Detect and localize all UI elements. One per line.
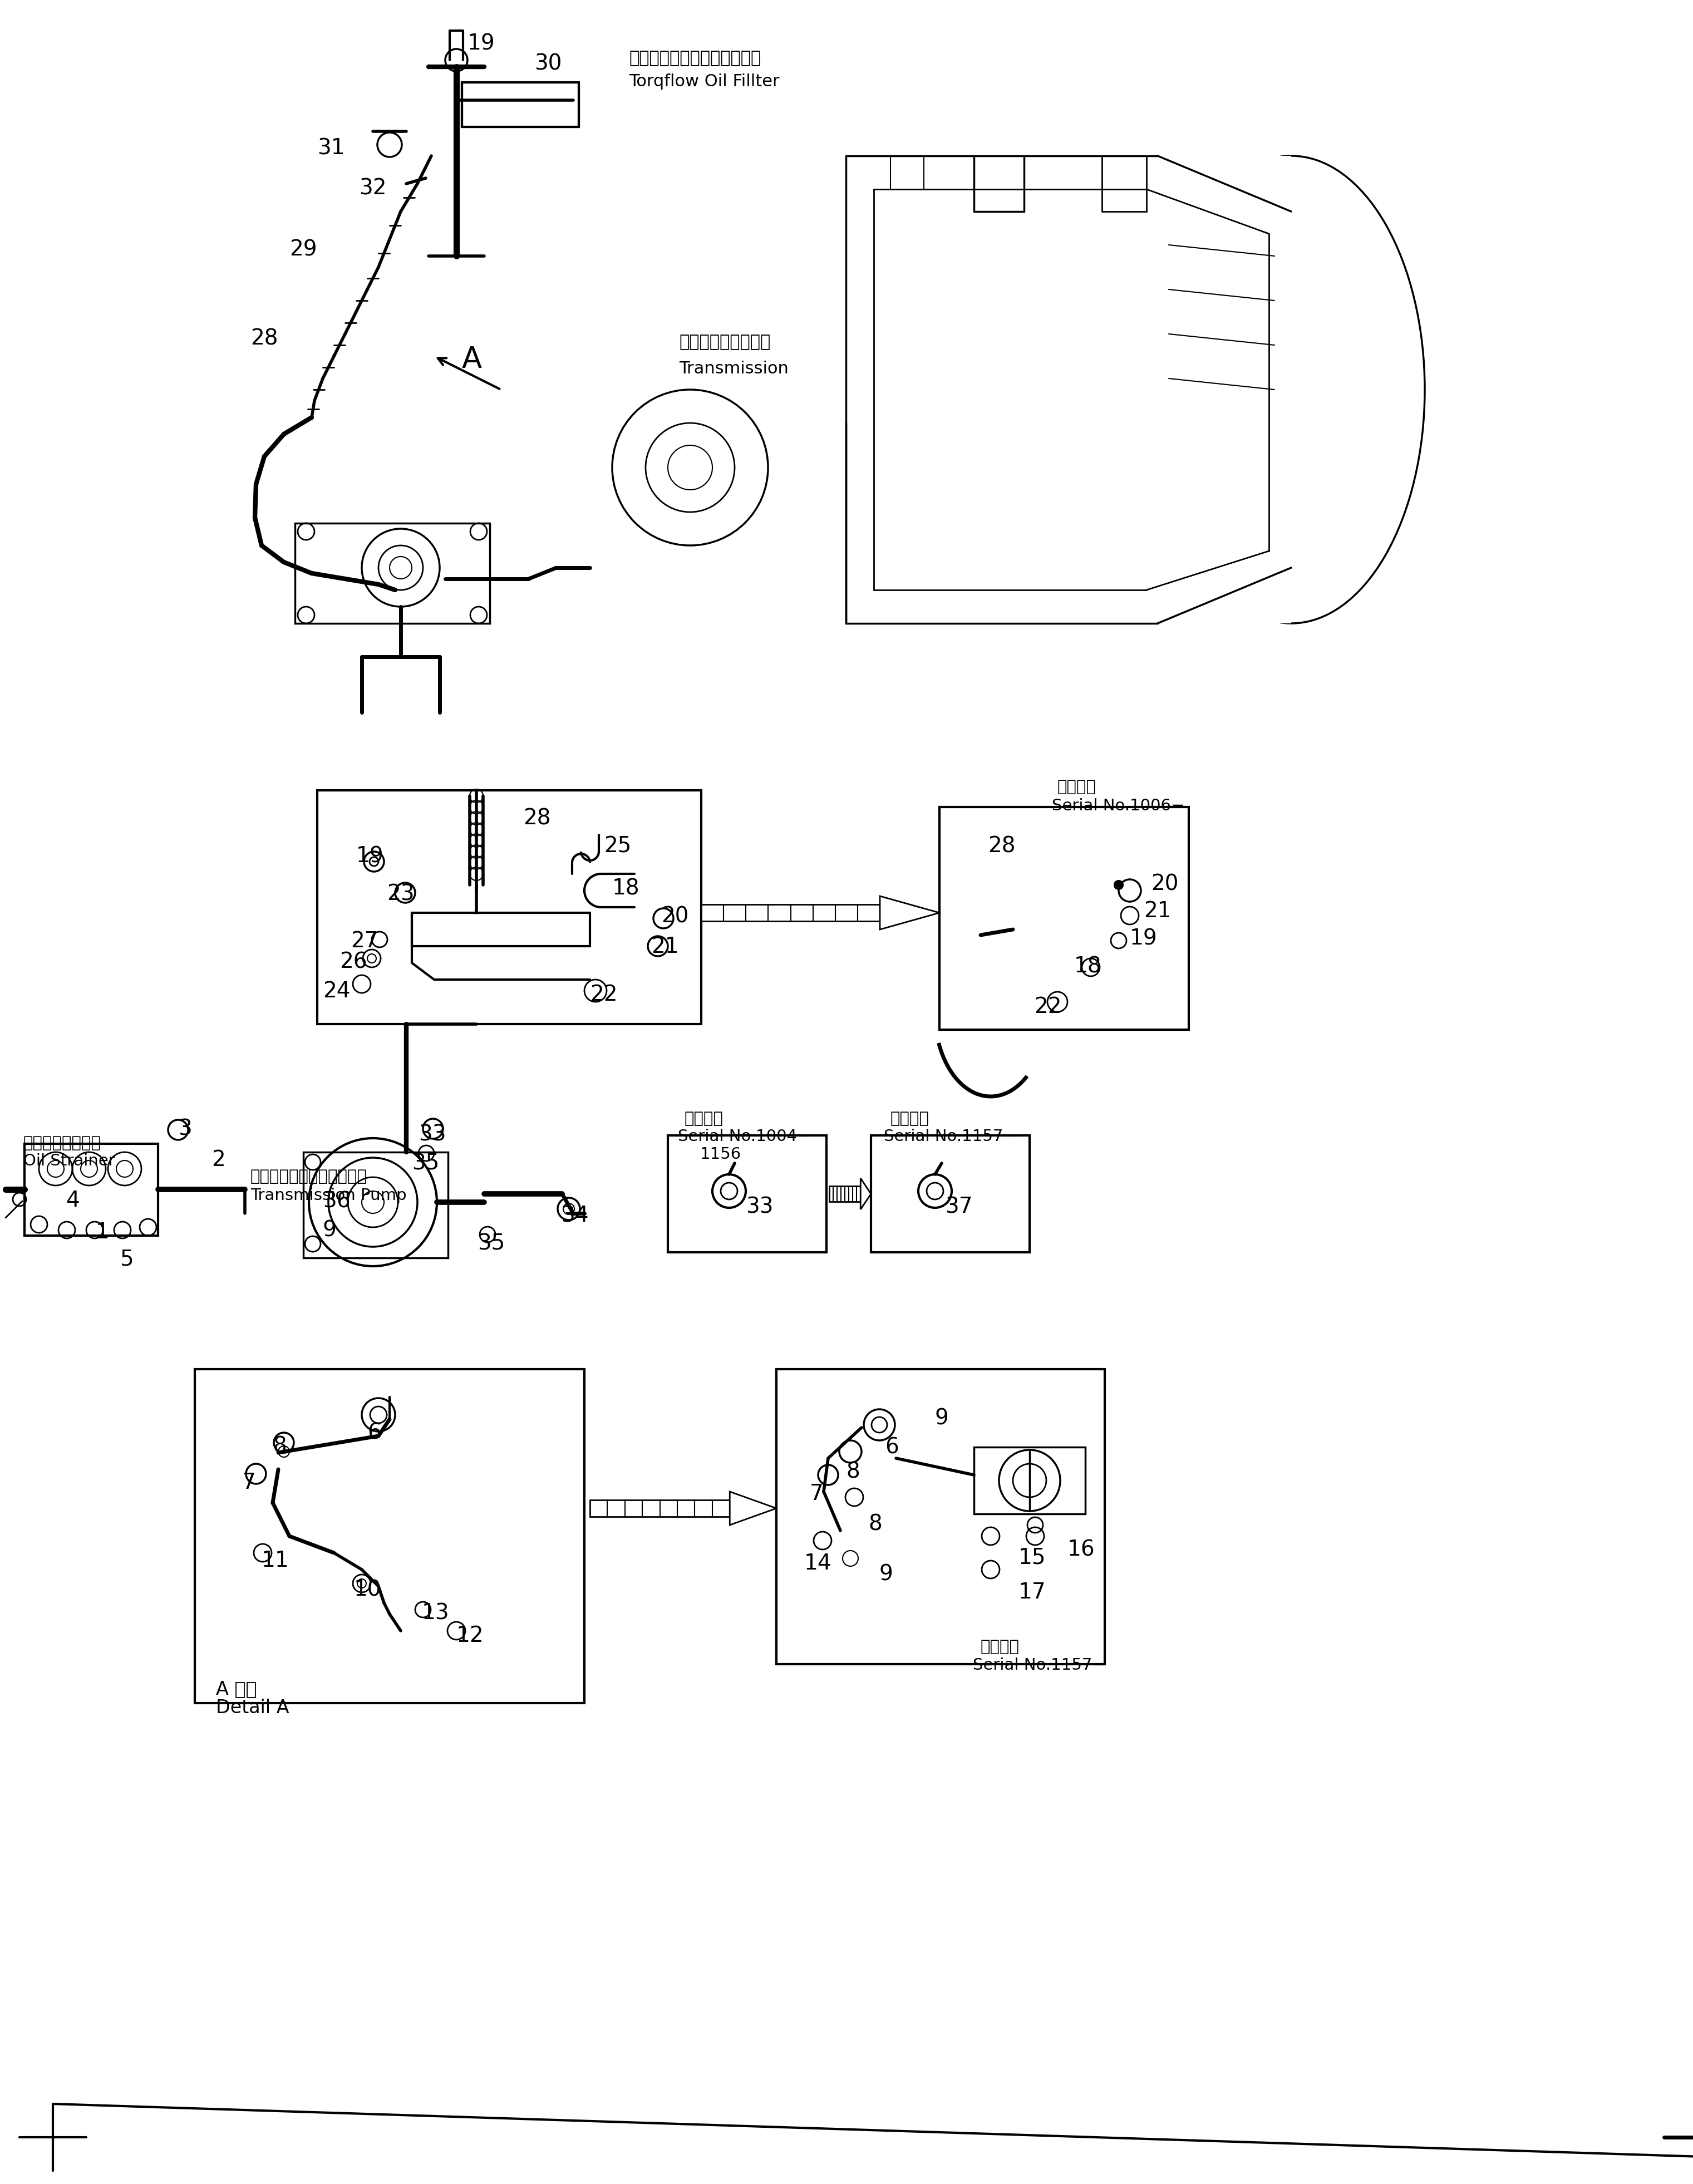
Text: Oil Strainer: Oil Strainer xyxy=(24,1153,115,1168)
Text: 8: 8 xyxy=(846,1461,860,1483)
Text: 21: 21 xyxy=(652,937,679,957)
Text: 28: 28 xyxy=(251,328,278,349)
Text: 1156: 1156 xyxy=(701,1147,742,1162)
Bar xyxy=(940,808,1188,1029)
Text: 20: 20 xyxy=(662,906,689,928)
Text: 26: 26 xyxy=(340,952,367,972)
Text: 32: 32 xyxy=(359,179,386,199)
Text: 適用号機: 適用号機 xyxy=(980,1640,1019,1655)
Bar xyxy=(667,1136,826,1251)
Text: Transmission Pump: Transmission Pump xyxy=(251,1188,406,1203)
Text: 18: 18 xyxy=(613,878,640,900)
Bar xyxy=(295,524,489,622)
Bar xyxy=(462,83,579,127)
Text: 28: 28 xyxy=(987,836,1016,856)
Text: 34: 34 xyxy=(560,1206,589,1225)
Text: 29: 29 xyxy=(290,240,317,260)
Text: 11: 11 xyxy=(262,1551,290,1570)
Text: A 詳細: A 詳細 xyxy=(217,1679,257,1699)
Polygon shape xyxy=(860,1179,870,1210)
Text: 8: 8 xyxy=(273,1435,286,1457)
Text: 33: 33 xyxy=(418,1125,445,1144)
Bar xyxy=(317,791,701,1024)
Bar xyxy=(973,1448,1085,1514)
Text: 24: 24 xyxy=(323,981,350,1002)
Polygon shape xyxy=(589,1500,730,1516)
Text: 6: 6 xyxy=(885,1437,899,1459)
Text: 14: 14 xyxy=(804,1553,831,1575)
Text: 19: 19 xyxy=(356,845,384,867)
Text: 25: 25 xyxy=(604,836,631,856)
Text: 27: 27 xyxy=(350,930,378,952)
Text: 1: 1 xyxy=(97,1221,110,1243)
Text: 適用号機: 適用号機 xyxy=(684,1112,723,1127)
Text: 19: 19 xyxy=(1129,928,1158,950)
Text: Torqflow Oil Fillter: Torqflow Oil Fillter xyxy=(628,74,779,90)
Text: A: A xyxy=(462,345,483,373)
Text: Serial No.1004−: Serial No.1004− xyxy=(677,1129,811,1144)
Text: 28: 28 xyxy=(523,808,550,830)
Text: 17: 17 xyxy=(1019,1581,1046,1603)
Text: 適用号機: 適用号機 xyxy=(1058,780,1097,795)
Text: 4: 4 xyxy=(66,1190,80,1212)
Bar xyxy=(24,1144,157,1236)
Text: 19: 19 xyxy=(467,33,494,55)
Text: 12: 12 xyxy=(457,1625,484,1647)
Text: 35: 35 xyxy=(477,1232,505,1254)
Polygon shape xyxy=(730,1492,777,1524)
Text: 8: 8 xyxy=(869,1514,882,1535)
Text: 5: 5 xyxy=(120,1249,134,1271)
Text: 36: 36 xyxy=(323,1190,350,1212)
Text: 9: 9 xyxy=(935,1409,948,1428)
Text: トルクフローオイルフィルタ: トルクフローオイルフィルタ xyxy=(628,50,760,66)
Polygon shape xyxy=(830,1186,860,1201)
Text: 21: 21 xyxy=(1144,900,1172,922)
Text: 20: 20 xyxy=(1151,874,1178,895)
Text: 7: 7 xyxy=(242,1472,256,1494)
Text: 22: 22 xyxy=(589,985,618,1005)
Text: 33: 33 xyxy=(745,1197,774,1219)
Text: 13: 13 xyxy=(422,1603,449,1625)
Polygon shape xyxy=(880,895,940,930)
Circle shape xyxy=(1114,880,1122,889)
Text: 10: 10 xyxy=(354,1579,381,1601)
Polygon shape xyxy=(701,904,880,922)
Bar xyxy=(195,1369,584,1704)
Text: 適用号機: 適用号機 xyxy=(891,1112,929,1127)
Text: Serial No.1006−: Serial No.1006− xyxy=(1051,797,1185,815)
Text: Transmission: Transmission xyxy=(679,360,789,378)
Text: 35: 35 xyxy=(411,1153,438,1175)
Text: 31: 31 xyxy=(317,138,345,159)
Text: 7: 7 xyxy=(809,1483,823,1505)
Bar xyxy=(411,913,589,946)
Bar xyxy=(846,155,1292,622)
Text: 18: 18 xyxy=(1073,957,1102,978)
Text: Serial No.1157−: Serial No.1157− xyxy=(884,1129,1017,1144)
Bar xyxy=(303,1153,449,1258)
Text: 6: 6 xyxy=(367,1422,381,1444)
Text: 3: 3 xyxy=(178,1118,191,1140)
Text: 37: 37 xyxy=(945,1197,972,1219)
Text: トランスミッションポンプ: トランスミッションポンプ xyxy=(251,1168,367,1184)
Text: 30: 30 xyxy=(535,52,562,74)
Text: Serial No.1157−: Serial No.1157− xyxy=(973,1658,1106,1673)
Text: 23: 23 xyxy=(386,885,415,904)
Text: オイルストレーナ: オイルストレーナ xyxy=(24,1136,102,1151)
Text: 9: 9 xyxy=(323,1221,337,1241)
Text: 15: 15 xyxy=(1019,1546,1046,1568)
Text: 16: 16 xyxy=(1068,1540,1095,1559)
Bar xyxy=(870,1136,1029,1251)
Text: 2: 2 xyxy=(212,1149,225,1171)
Bar xyxy=(777,1369,1106,1664)
Text: 22: 22 xyxy=(1034,996,1062,1018)
Text: Detail A: Detail A xyxy=(217,1699,290,1717)
Text: トランスミッション: トランスミッション xyxy=(679,334,770,349)
Text: 9: 9 xyxy=(879,1564,894,1586)
